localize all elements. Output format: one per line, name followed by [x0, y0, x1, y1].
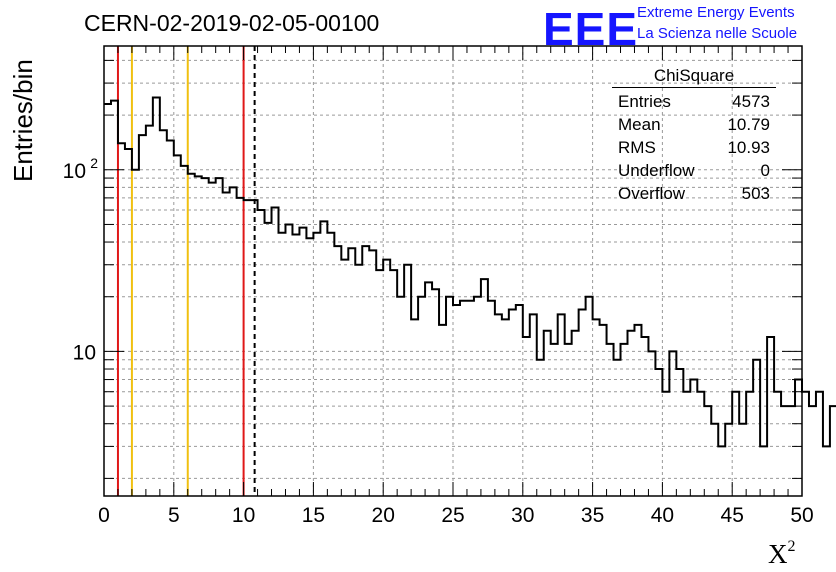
histogram-series	[104, 96, 836, 448]
x-tick-label: 15	[302, 504, 325, 527]
x-tick-label: 5	[168, 504, 180, 527]
x-tick-label: 35	[581, 504, 604, 527]
x-tick-label: 10	[232, 504, 255, 527]
x-tick-label: 45	[721, 504, 744, 527]
y-axis-label: Entries/bin	[8, 59, 38, 182]
stats-row: Underflow 0	[618, 161, 770, 180]
logo-line-2: La Scienza nelle Scuole	[637, 25, 798, 42]
stats-title: ChiSquare	[612, 66, 776, 88]
y-tick-label-exponent: 2	[90, 155, 98, 171]
y-tick-label: 10	[63, 160, 86, 183]
stats-row: Overflow 503	[618, 184, 770, 203]
x-tick-label: 25	[441, 504, 464, 527]
stats-box: ChiSquare Entries 4573 Mean 10.79 RMS 10.93…	[612, 66, 776, 205]
x-tick-label: 30	[511, 504, 534, 527]
logo-line-1: Extreme Energy Events	[637, 4, 795, 21]
eee-logo: EEE	[543, 3, 639, 55]
x-tick-label: 50	[790, 504, 813, 527]
x-tick-label: 0	[98, 504, 110, 527]
run-title: CERN-02-2019-02-05-00100	[84, 10, 380, 36]
stats-row: RMS 10.93	[618, 138, 770, 157]
x-tick-label: 20	[372, 504, 395, 527]
stats-row: Mean 10.79	[618, 115, 770, 134]
x-tick-label: 40	[651, 504, 674, 527]
x-axis-label: X2	[768, 538, 796, 569]
stats-row: Entries 4573	[618, 92, 770, 111]
y-tick-label: 10	[73, 341, 96, 364]
